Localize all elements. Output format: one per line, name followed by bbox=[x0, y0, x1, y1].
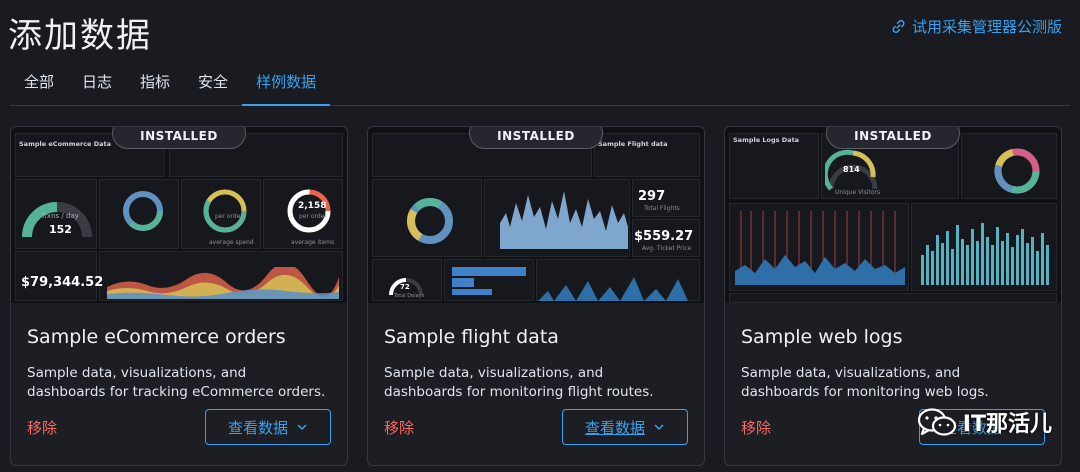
os-donut bbox=[994, 148, 1040, 194]
sample-card-ecommerce: INSTALLED Sample eCommerce Data Trxns / … bbox=[10, 126, 348, 466]
delay-area bbox=[538, 277, 688, 301]
revenue-metric: $79,344.52 bbox=[21, 275, 104, 290]
wechat-icon bbox=[917, 408, 956, 436]
preview-heading: Sample Logs Data bbox=[733, 136, 800, 144]
response-codes-chart bbox=[735, 211, 905, 285]
delays-gauge bbox=[389, 278, 423, 296]
page-title: 添加数据 bbox=[8, 16, 152, 56]
view-data-button[interactable]: 查看数据 bbox=[562, 409, 688, 445]
delay-bars bbox=[452, 267, 526, 295]
dashboard-preview[interactable]: Sample Logs Data 814 Unique Visitors bbox=[725, 127, 1061, 303]
watermark-text: IT那活儿 bbox=[962, 412, 1052, 437]
sales-donut bbox=[123, 191, 163, 231]
tab-security[interactable]: 安全 bbox=[198, 73, 229, 91]
tab-bar: 全部 日志 指标 安全 样例数据 bbox=[10, 62, 1070, 106]
card-title: Sample flight data bbox=[384, 326, 559, 348]
installed-badge: INSTALLED bbox=[826, 127, 960, 149]
tab-logs[interactable]: 日志 bbox=[82, 73, 113, 91]
tab-sample-data[interactable]: 样例数据 bbox=[242, 62, 331, 106]
chevron-down-icon bbox=[654, 424, 664, 431]
installed-badge: INSTALLED bbox=[469, 127, 603, 149]
avg-spend-donut bbox=[203, 189, 247, 233]
avg-items-donut bbox=[287, 189, 331, 233]
tab-metrics[interactable]: 指标 bbox=[140, 73, 171, 91]
remove-button[interactable]: 移除 bbox=[27, 419, 58, 437]
remove-button[interactable]: 移除 bbox=[384, 419, 415, 437]
bytes-bar-chart bbox=[921, 223, 1049, 285]
airline-donut bbox=[407, 198, 453, 244]
dashboard-preview[interactable]: Sample eCommerce Data Trxns / day 152 pe… bbox=[11, 127, 347, 303]
link-icon bbox=[892, 20, 905, 33]
card-title: Sample eCommerce orders bbox=[27, 326, 286, 348]
view-data-button[interactable]: 查看数据 bbox=[919, 409, 1045, 445]
trxns-gauge bbox=[22, 202, 92, 238]
card-title: Sample web logs bbox=[741, 326, 903, 348]
ticket-price-area bbox=[500, 191, 628, 249]
try-link-label: 试用采集管理器公测版 bbox=[911, 18, 1062, 36]
sample-card-flights: INSTALLED Sample Flight data 297 Total F… bbox=[367, 126, 705, 466]
chevron-down-icon bbox=[1011, 424, 1021, 431]
sales-area-chart bbox=[107, 267, 339, 299]
watermark: IT那活儿 bbox=[917, 406, 1052, 438]
remove-button[interactable]: 移除 bbox=[741, 419, 772, 437]
card-description: Sample data, visualizations, and dashboa… bbox=[384, 365, 654, 400]
try-ingest-manager-link[interactable]: 试用采集管理器公测版 bbox=[891, 16, 1062, 37]
preview-heading: Sample eCommerce Data bbox=[19, 140, 111, 148]
visitors-gauge bbox=[825, 149, 878, 191]
card-description: Sample data, visualizations, and dashboa… bbox=[27, 365, 326, 400]
dashboard-preview[interactable]: Sample Flight data 297 Total Flights $55… bbox=[368, 127, 704, 303]
sample-card-weblogs: INSTALLED Sample Logs Data 814 Unique Vi… bbox=[724, 126, 1062, 466]
tab-all[interactable]: 全部 bbox=[24, 73, 55, 91]
installed-badge: INSTALLED bbox=[112, 127, 246, 149]
chevron-down-icon bbox=[297, 424, 307, 431]
view-data-button[interactable]: 查看数据 bbox=[205, 409, 331, 445]
preview-heading: Sample Flight data bbox=[598, 140, 668, 148]
card-description: Sample data, visualizations, and dashboa… bbox=[741, 365, 989, 400]
